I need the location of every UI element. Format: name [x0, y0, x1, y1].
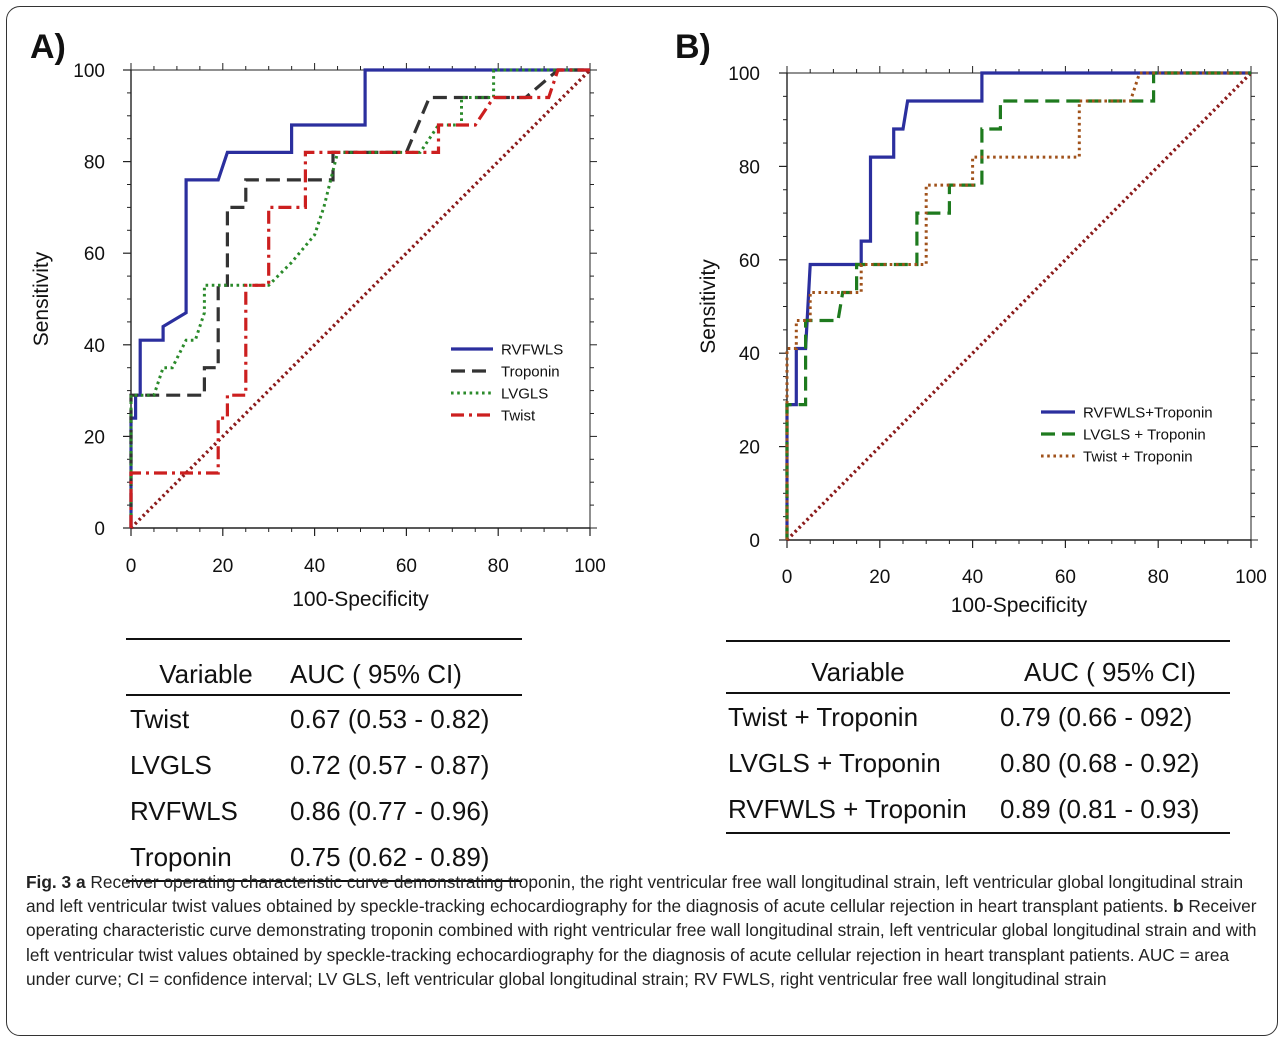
table-row: RVFWLS + Troponin 0.89 (0.81 - 0.93) — [726, 786, 1230, 834]
table-cell-auc: 0.67 (0.53 - 0.82) — [290, 703, 490, 734]
x-tick-label: 100 — [1235, 567, 1267, 588]
panel-b-label: B) — [675, 28, 711, 66]
table-cell-variable: Troponin — [126, 834, 286, 882]
caption-b-label: b — [1172, 896, 1184, 917]
y-tick-label: 0 — [94, 519, 105, 540]
caption-fig-label: Fig. 3 — [26, 872, 72, 892]
series-line-reference-diagonal — [785, 71, 1253, 542]
x-tick-label: 20 — [212, 556, 233, 577]
series-line-troponin — [129, 68, 590, 528]
x-tick-label: 60 — [396, 556, 417, 577]
table-cell-auc: 0.89 (0.81 - 0.93) — [990, 786, 1230, 834]
roc-chart-b: 0 20 40 60 80 100 0 20 40 60 80 100 100-Specificity S… — [697, 64, 1267, 617]
table-b-header-auc: AUC ( 95% CI) — [990, 641, 1230, 694]
auc-table-a: Variable AUC ( 95% CI) Twist 0.67 (0.53 … — [126, 638, 522, 882]
table-a-header-variable: Variable — [126, 639, 286, 696]
figure-frame — [6, 6, 1278, 1036]
table-cell-auc: 0.72 (0.57 - 0.87) — [290, 749, 490, 780]
legend-label: Twist — [501, 408, 536, 425]
x-tick-label: 40 — [304, 556, 325, 577]
x-tick-label: 100 — [574, 556, 606, 577]
x-axis-label: 100-Specificity — [292, 588, 429, 611]
figure-caption: Fig. 3 a Receiver operating characterist… — [26, 870, 1266, 991]
y-tick-label: 40 — [739, 344, 760, 365]
table-cell-variable: Twist — [130, 703, 190, 734]
y-tick-label: 80 — [739, 157, 760, 178]
y-tick-label: 40 — [84, 336, 105, 357]
table-cell-auc: 0.86 (0.77 - 0.96) — [290, 795, 490, 826]
legend-label: Troponin — [501, 364, 560, 381]
x-axis-label: 100-Specificity — [951, 594, 1088, 617]
series-line-twist — [129, 68, 590, 528]
series-line-reference-diagonal — [129, 68, 592, 530]
y-tick-label: 0 — [749, 531, 760, 552]
x-tick-label: 0 — [782, 567, 793, 588]
y-tick-label: 60 — [84, 244, 105, 265]
table-cell-variable: LVGLS — [130, 749, 212, 780]
y-tick-label: 20 — [84, 427, 105, 448]
table-cell-variable: RVFWLS — [130, 795, 238, 826]
table-row: RVFWLS 0.86 (0.77 - 0.96) — [126, 788, 522, 834]
table-row: Troponin 0.75 (0.62 - 0.89) — [126, 834, 522, 882]
y-axis-label: Sensitivity — [697, 259, 720, 354]
y-axis-label: Sensitivity — [30, 251, 53, 346]
table-cell-variable: RVFWLS + Troponin — [726, 786, 990, 834]
table-cell-auc: 0.75 (0.62 - 0.89) — [286, 834, 522, 882]
y-tick-label: 100 — [728, 64, 760, 85]
legend-label: LVGLS — [501, 386, 548, 403]
caption-a-text: Receiver operating characteristic curve … — [26, 872, 1244, 917]
y-tick-label: 20 — [739, 438, 760, 459]
series-line-lvgls-troponin — [785, 71, 1251, 540]
x-tick-label: 80 — [1148, 567, 1169, 588]
table-row: LVGLS + Troponin 0.80 (0.68 - 0.92) — [726, 740, 1230, 786]
table-cell-auc: 0.80 (0.68 - 0.92) — [1000, 747, 1200, 778]
roc-chart-a: 0 20 40 60 80 100 0 20 40 60 80 100 100-Specificity S… — [30, 61, 606, 611]
x-tick-label: 20 — [869, 567, 890, 588]
y-tick-label: 80 — [84, 153, 105, 174]
panel-a-label: A) — [30, 28, 66, 66]
y-tick-label: 100 — [73, 61, 105, 82]
table-row: Twist + Troponin 0.79 (0.66 - 092) — [726, 693, 1230, 740]
x-tick-label: 0 — [126, 556, 137, 577]
series-line-rvfwls-troponin — [785, 71, 1251, 540]
legend-label: RVFWLS — [501, 342, 563, 359]
caption-b-text: Receiver operating characteristic curve … — [26, 896, 1257, 989]
table-b-header-variable: Variable — [726, 641, 990, 694]
series-line-rvfwls — [129, 68, 590, 528]
x-tick-label: 80 — [488, 556, 509, 577]
table-cell-variable: LVGLS + Troponin — [728, 747, 941, 778]
legend-label: RVFWLS+Troponin — [1083, 405, 1213, 422]
table-cell-variable: Twist + Troponin — [728, 701, 919, 732]
auc-table-b: Variable AUC ( 95% CI) Twist + Troponin … — [726, 640, 1230, 834]
y-tick-label: 60 — [739, 251, 760, 272]
table-row: LVGLS 0.72 (0.57 - 0.87) — [126, 742, 522, 788]
legend-label: Twist + Troponin — [1083, 449, 1193, 466]
series-line-twist-troponin — [785, 71, 1251, 540]
table-a-header-auc: AUC ( 95% CI) — [286, 639, 522, 696]
x-tick-label: 40 — [962, 567, 983, 588]
legend-label: LVGLS + Troponin — [1083, 427, 1206, 444]
table-cell-auc: 0.79 (0.66 - 092) — [1000, 701, 1193, 732]
table-row: Twist 0.67 (0.53 - 0.82) — [126, 695, 522, 742]
caption-a-label: a — [75, 872, 86, 892]
x-tick-label: 60 — [1055, 567, 1076, 588]
